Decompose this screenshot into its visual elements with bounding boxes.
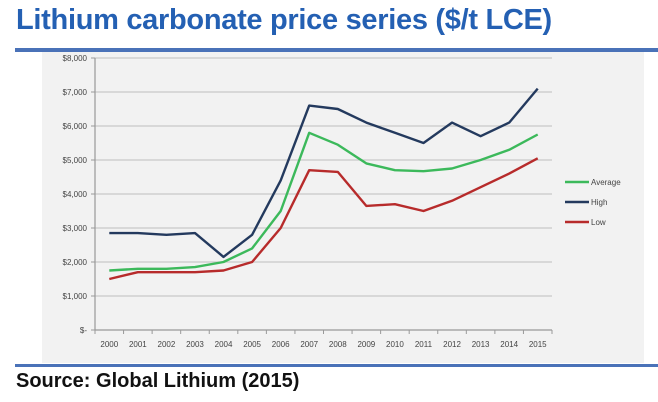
y-tick-label: $- — [80, 326, 87, 335]
x-tick-label: 2010 — [386, 340, 404, 349]
x-tick-label: 2014 — [500, 340, 518, 349]
source-caption: Source: Global Lithium (2015) — [16, 370, 300, 392]
page-title: Lithium carbonate price series ($/t LCE) — [16, 4, 552, 36]
x-tick-label: 2001 — [129, 340, 147, 349]
x-tick-label: 2006 — [272, 340, 290, 349]
y-tick-label: $6,000 — [63, 122, 88, 131]
y-tick-label: $7,000 — [63, 88, 88, 97]
series-line-high — [109, 87, 539, 259]
series-line-low — [109, 157, 539, 281]
legend-label-average: Average — [591, 178, 621, 187]
series-lines — [109, 87, 539, 281]
y-tick-label: $5,000 — [63, 156, 88, 165]
x-axis-ticks: 2000 2001 2002 2003 2004 2005 2006 2007 2008 2009… — [94, 330, 553, 349]
x-tick-label: 2004 — [215, 340, 233, 349]
gridlines — [95, 57, 552, 297]
x-tick-label: 2013 — [472, 340, 490, 349]
legend-label-high: High — [591, 198, 607, 207]
y-tick-label: $2,000 — [63, 258, 88, 267]
y-tick-label: $3,000 — [63, 224, 88, 233]
x-tick-label: 2009 — [357, 340, 375, 349]
legend: Average High Low — [565, 178, 621, 227]
x-tick-label: 2005 — [243, 340, 261, 349]
bottom-divider — [15, 364, 658, 367]
y-tick-label: $8,000 — [63, 54, 88, 63]
chart-background — [42, 52, 644, 363]
series-line-average — [109, 131, 539, 272]
x-tick-label: 2011 — [415, 340, 433, 349]
y-tick-label: $4,000 — [63, 190, 88, 199]
top-divider — [15, 48, 658, 52]
legend-label-low: Low — [591, 218, 606, 227]
x-tick-label: 2000 — [100, 340, 118, 349]
y-tick-label: $1,000 — [63, 292, 88, 301]
x-tick-label: 2003 — [186, 340, 204, 349]
x-tick-label: 2008 — [329, 340, 347, 349]
x-tick-label: 2012 — [443, 340, 461, 349]
x-tick-label: 2002 — [158, 340, 176, 349]
x-tick-label: 2007 — [300, 340, 318, 349]
x-tick-label: 2015 — [529, 340, 547, 349]
y-axis-ticks: $- $1,000 $2,000 $3,000 $4,000 $5,000 $6,000 $7… — [63, 54, 95, 335]
